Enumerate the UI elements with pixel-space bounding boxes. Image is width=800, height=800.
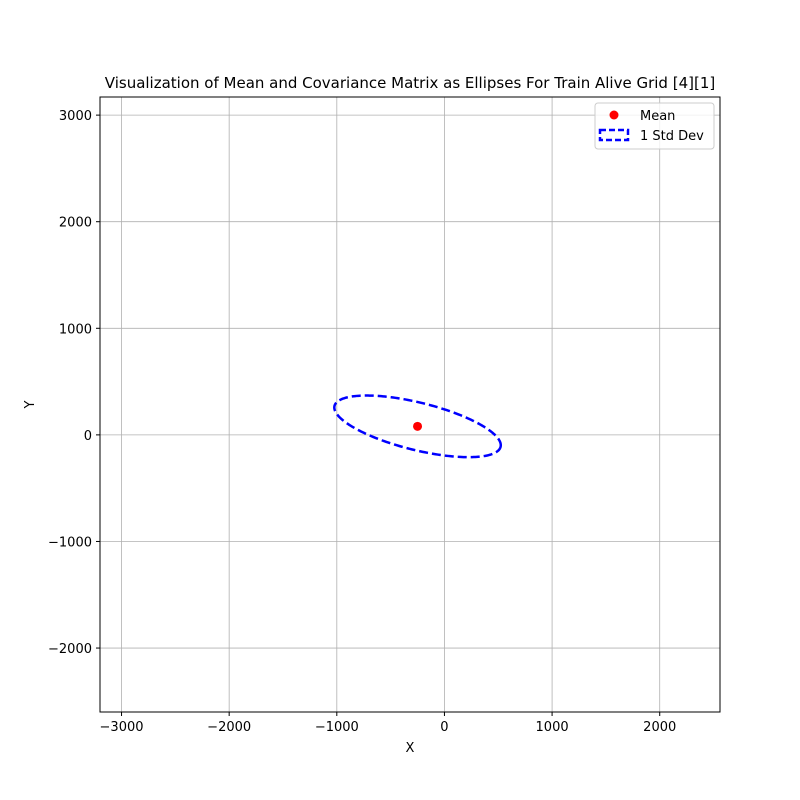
std-dev-ellipse	[333, 394, 503, 459]
x-tick-label: −3000	[100, 720, 144, 735]
x-tick-label: −2000	[207, 720, 251, 735]
chart-title: Visualization of Mean and Covariance Mat…	[105, 74, 715, 92]
legend-mean-label: Mean	[640, 109, 675, 124]
y-tick-label: 3000	[59, 109, 92, 124]
tick-marks: −3000 −2000 −1000 0 1000 2000 −2000 −1000 0 1000 2…	[48, 109, 676, 735]
x-tick-label: −1000	[315, 720, 359, 735]
y-tick-label: −1000	[48, 535, 92, 550]
y-axis-title: Y	[23, 400, 38, 409]
legend-ellipse-label: 1 Std Dev	[640, 129, 704, 144]
x-tick-label: 1000	[536, 720, 569, 735]
legend-mean-marker	[609, 110, 619, 120]
x-tick-label: 2000	[643, 720, 676, 735]
grid-lines	[100, 97, 720, 712]
legend-ellipse-swatch	[598, 128, 630, 142]
x-tick-label: 0	[440, 720, 448, 735]
axes-frame	[99, 96, 721, 713]
y-tick-label: 1000	[59, 322, 92, 337]
y-tick-label: 2000	[59, 216, 92, 231]
y-tick-label: 0	[84, 429, 92, 444]
plot-area	[333, 394, 503, 459]
legend-box	[594, 102, 715, 150]
legend: Mean 1 Std Dev	[594, 102, 715, 150]
mean-point	[413, 421, 423, 431]
y-tick-label: −2000	[48, 642, 92, 657]
x-axis-title: X	[406, 741, 415, 756]
